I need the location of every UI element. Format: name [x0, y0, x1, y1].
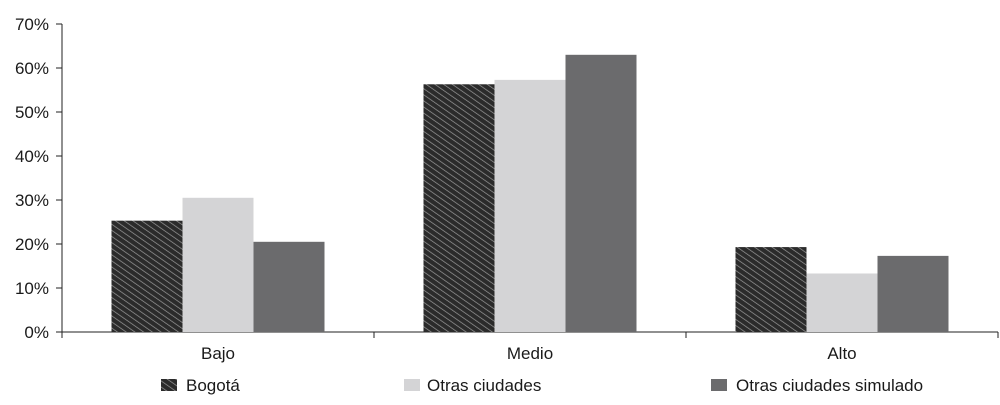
y-tick-label: 30% — [15, 191, 49, 210]
y-tick-label: 20% — [15, 235, 49, 254]
y-tick-label: 0% — [24, 323, 49, 342]
legend-swatch — [404, 379, 420, 391]
legend-swatch — [161, 379, 177, 391]
legend: Bogotá Otras ciudades Otras ciudades simul… — [161, 376, 923, 395]
bar-bajo-series-2 — [182, 197, 254, 332]
legend-label: Otras ciudades simulado — [736, 376, 923, 395]
bar-medio-series-3 — [565, 54, 637, 333]
bar-bajo-series-3 — [253, 241, 325, 332]
y-axis: 0% 10% 20% 30% 40% 50% 60% 70% — [15, 15, 63, 342]
bar-alto-series-3 — [877, 255, 949, 332]
bar-medio-series-1 — [423, 84, 495, 332]
y-tick-label: 40% — [15, 147, 49, 166]
x-axis: Bajo Medio Alto — [61, 331, 999, 363]
bar-alto-series-1 — [735, 247, 807, 332]
y-tick-label: 50% — [15, 103, 49, 122]
legend-label: Otras ciudades — [427, 376, 541, 395]
y-tick-label: 70% — [15, 15, 49, 34]
y-tick-label: 60% — [15, 59, 49, 78]
bars — [111, 54, 949, 333]
bar-bajo-series-1 — [111, 220, 183, 332]
bar-alto-series-2 — [806, 273, 878, 332]
x-tick-label: Medio — [507, 344, 553, 363]
x-tick-label: Alto — [827, 344, 856, 363]
x-tick-label: Bajo — [201, 344, 235, 363]
legend-swatch — [711, 379, 727, 391]
y-tick-label: 10% — [15, 279, 49, 298]
bar-medio-series-2 — [494, 79, 566, 332]
legend-label: Bogotá — [186, 376, 240, 395]
